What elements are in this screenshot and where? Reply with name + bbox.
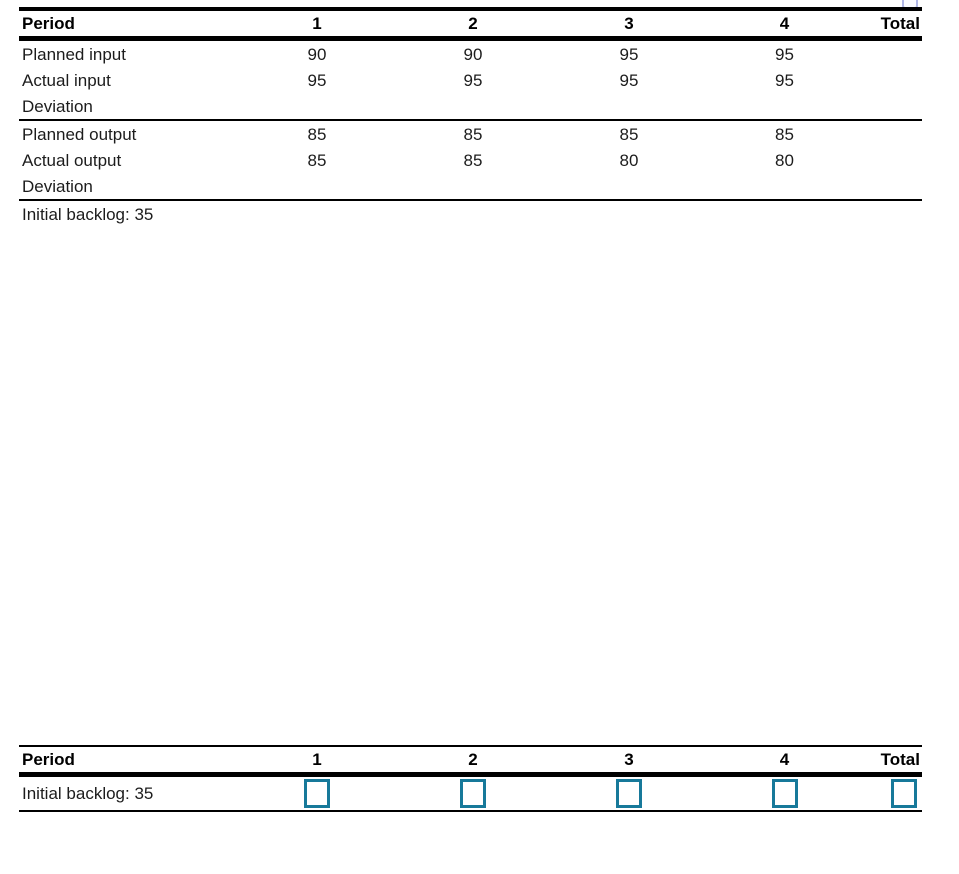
cell-value (551, 93, 707, 120)
header-row: Period 1 2 3 4 Total (19, 9, 922, 41)
cell-value: 95 (619, 44, 639, 64)
cell-value (239, 173, 395, 200)
column-header-period: Period (19, 746, 239, 777)
answer-cell (707, 774, 862, 812)
cell-value: 85 (395, 119, 551, 147)
backlog-input-period-3[interactable] (616, 779, 642, 808)
row-label: Actual input (22, 70, 111, 90)
cell-value (862, 119, 922, 147)
cell-value: 85 (239, 119, 395, 147)
backlog-input-period-4[interactable] (771, 779, 798, 808)
table-footer-row: Initial backlog: 35 (19, 199, 922, 227)
column-header-1: 1 (239, 9, 395, 41)
cell-value (551, 173, 707, 200)
column-header-3: 3 (551, 746, 707, 777)
cell-value: 80 (775, 150, 794, 170)
cell-value: 95 (463, 70, 483, 90)
cell-value (395, 93, 551, 120)
cell-value (862, 39, 922, 68)
column-header-total: Total (862, 9, 922, 41)
cell-value (862, 147, 922, 173)
cell-value (707, 173, 862, 200)
answer-cell (862, 774, 922, 812)
row-label: Deviation (22, 96, 93, 116)
header-row: Period 1 2 3 4 Total (19, 746, 922, 777)
table-row-actual-output: Actual output 85 85 80 80 (19, 147, 922, 173)
cell-value (862, 93, 922, 120)
cell-value (395, 173, 551, 200)
table-row-deviation-input: Deviation (19, 93, 922, 120)
column-header-1: 1 (239, 746, 395, 777)
cell-value: 95 (307, 70, 327, 90)
cell-value: 85 (463, 150, 483, 170)
backlog-input-total[interactable] (891, 779, 917, 808)
answer-cell (551, 774, 707, 812)
cell-value: 95 (775, 44, 794, 64)
cell-value: 95 (619, 70, 639, 90)
backlog-input-period-1[interactable] (304, 779, 330, 808)
table-row-deviation-output: Deviation (19, 173, 922, 200)
column-header-2: 2 (395, 9, 551, 41)
row-label: Initial backlog: 35 (19, 774, 239, 812)
column-header-total: Total (862, 746, 922, 777)
row-label: Planned input (22, 44, 126, 64)
cell-value (707, 93, 862, 120)
answer-cell (239, 774, 395, 812)
row-label: Actual output (22, 150, 122, 170)
table-row-actual-input: Actual input 95 95 95 95 (19, 67, 922, 93)
cell-value: 90 (307, 44, 327, 64)
cell-value: 85 (707, 119, 862, 147)
column-header-4: 4 (707, 9, 862, 41)
row-label: Planned output (19, 119, 239, 147)
input-output-data-table: Period 1 2 3 4 Total Planned input 90 90… (19, 7, 922, 227)
column-header-2: 2 (395, 746, 551, 777)
initial-backlog-note: Initial backlog: 35 (19, 199, 922, 227)
column-header-4: 4 (707, 746, 862, 777)
answer-row: Initial backlog: 35 (19, 774, 922, 812)
cell-value: 90 (463, 44, 483, 64)
cell-value: 85 (551, 119, 707, 147)
backlog-answer-table: Period 1 2 3 4 Total Initial backlog: 35 (19, 745, 922, 812)
cell-value (862, 67, 922, 93)
table-row-planned-input: Planned input 90 90 95 95 (19, 39, 922, 68)
column-header-period: Period (19, 9, 239, 41)
column-header-3: 3 (551, 9, 707, 41)
cell-value: 95 (775, 70, 794, 90)
cell-value (239, 93, 395, 120)
cell-value (862, 173, 922, 200)
cell-value: 80 (619, 150, 639, 170)
answer-cell (395, 774, 551, 812)
cell-value: 85 (307, 150, 327, 170)
row-label: Deviation (22, 176, 93, 196)
table-row-planned-output: Planned output 85 85 85 85 (19, 119, 922, 147)
backlog-input-period-2[interactable] (460, 779, 486, 808)
